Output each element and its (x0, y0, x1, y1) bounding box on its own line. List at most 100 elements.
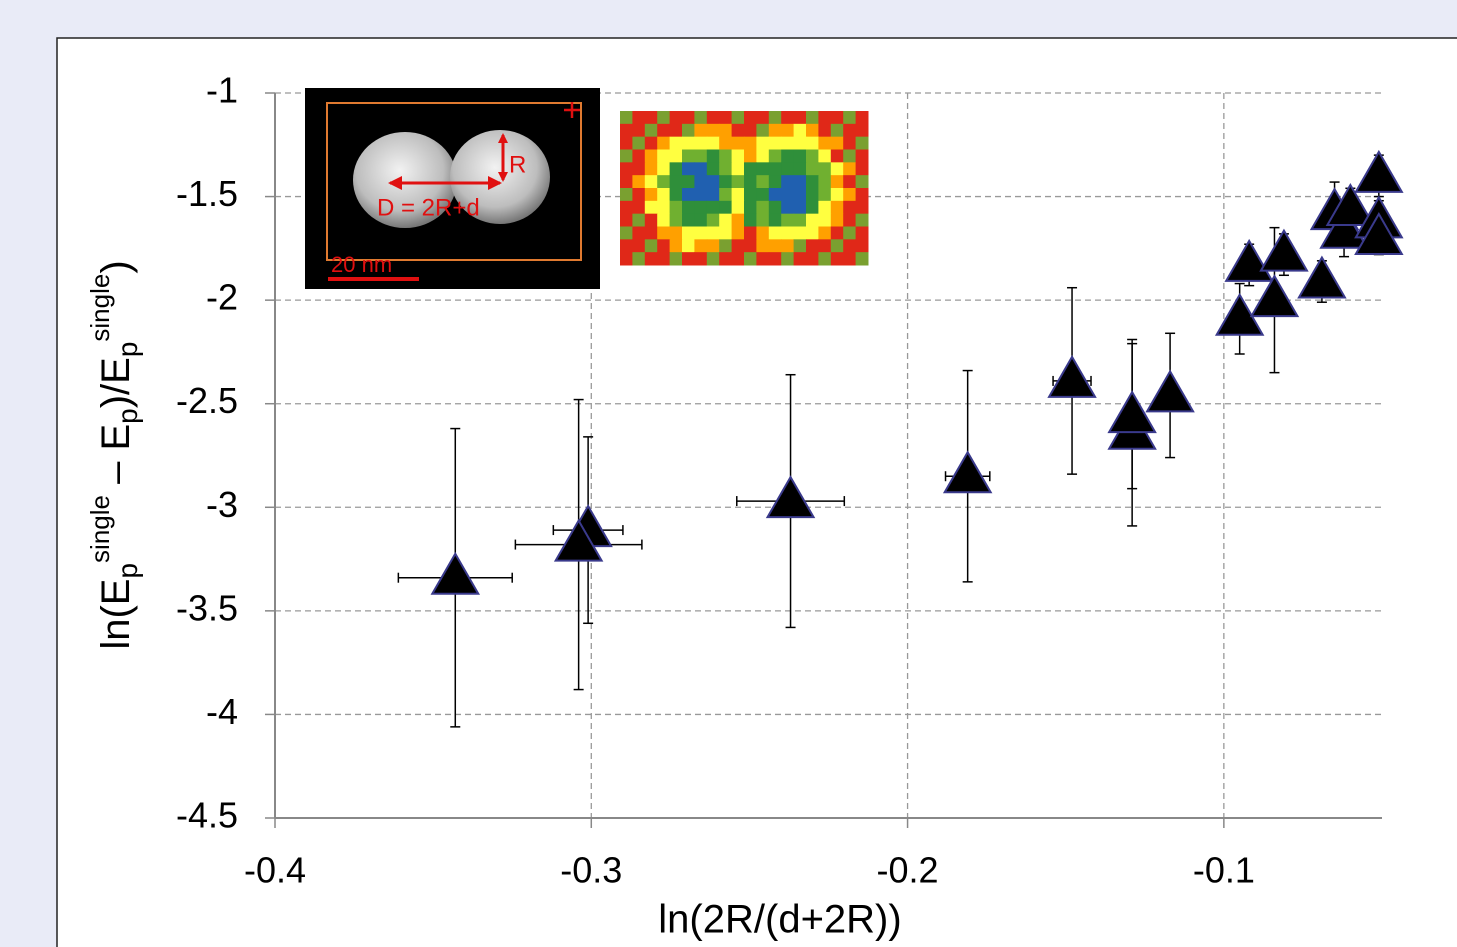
heatmap-cell (855, 188, 869, 202)
heatmap-cell (706, 200, 720, 215)
x-tick-label: -0.3 (560, 850, 622, 891)
heatmap-cell (706, 188, 720, 202)
heatmap-cell (731, 175, 745, 189)
x-tick-label: -0.4 (244, 850, 306, 891)
heatmap-cell (657, 149, 671, 163)
heatmap-cell (818, 226, 832, 240)
heatmap-cell (756, 188, 770, 202)
marker (1354, 149, 1404, 193)
heatmap-cell (830, 239, 844, 253)
y-tick-label: -4.5 (176, 795, 238, 836)
heatmap-cell (719, 162, 733, 176)
heatmap-cell (682, 188, 695, 202)
x-tick-label: -0.2 (877, 850, 939, 891)
heatmap-cell (768, 252, 782, 266)
heatmap-cell (818, 149, 832, 163)
heatmap-cell (632, 162, 646, 176)
heatmap-cell (719, 213, 733, 227)
y-label-part: )/E (94, 357, 138, 408)
heatmap-cell (756, 136, 770, 150)
heatmap-cell (818, 200, 832, 215)
heatmap-cell (719, 111, 733, 125)
heatmap-cell (657, 252, 671, 266)
heatmap-cell (620, 188, 633, 202)
heatmap-cell (694, 175, 708, 189)
heatmap-cell (682, 162, 695, 176)
marker (1354, 211, 1404, 255)
marker (1325, 182, 1376, 226)
heatmap-cell (756, 123, 770, 138)
heatmap-cell (818, 188, 832, 202)
heatmap-cell (855, 162, 869, 176)
heatmap-cell (806, 239, 819, 253)
heatmap-cell (706, 136, 720, 150)
heatmap-cell (694, 252, 708, 266)
heatmap-cell (744, 162, 757, 176)
heatmap-cell (756, 213, 770, 227)
heatmap-cell (620, 111, 633, 125)
heatmap-cell (620, 239, 633, 253)
heatmap-cell (719, 239, 733, 253)
heatmap-cell (855, 123, 869, 138)
heatmap-cell (706, 252, 720, 266)
heatmap-cell (843, 188, 857, 202)
y-label-part: ln(E (94, 579, 138, 650)
heatmap-cell (731, 136, 745, 150)
heatmap-cell (706, 111, 720, 125)
heatmap-cell (830, 213, 844, 227)
heatmap-cell (719, 175, 733, 189)
heatmap-cell (644, 226, 658, 240)
heatmap-cell (669, 162, 683, 176)
heatmap-cell (719, 252, 733, 266)
heatmap-cell (644, 200, 658, 215)
heatmap-cell (855, 111, 869, 125)
heatmap-cell (644, 111, 658, 125)
heatmap-cell (644, 175, 658, 189)
y-tick-label: -3 (206, 484, 238, 525)
heatmap-cell (731, 149, 745, 163)
heatmap-cell (657, 123, 671, 138)
heatmap-cell (706, 226, 720, 240)
heatmap-cell (806, 175, 819, 189)
heatmap-cell (756, 162, 770, 176)
heatmap-cell (793, 188, 807, 202)
heatmap-cell (855, 239, 869, 253)
marker (765, 475, 816, 519)
heatmap-cell (620, 252, 633, 266)
heatmap-cell (806, 136, 819, 150)
heatmap-cell (669, 136, 683, 150)
heatmap-cell (768, 175, 782, 189)
heatmap-cell (793, 213, 807, 227)
heatmap-cell (706, 213, 720, 227)
heatmap-cell (855, 213, 869, 227)
heatmap-cell (793, 252, 807, 266)
heatmap-cell (644, 123, 658, 138)
heatmap-cell (657, 136, 671, 150)
heatmap-cell (657, 226, 671, 240)
marker (1047, 354, 1097, 398)
marker (1297, 255, 1347, 299)
heatmap-cell (768, 200, 782, 215)
heatmap-cell (843, 162, 857, 176)
heatmap-cell (756, 252, 770, 266)
heatmap-cell (706, 162, 720, 176)
heatmap-cell (682, 200, 695, 215)
heatmap-cell (632, 239, 646, 253)
heatmap-cell (731, 111, 745, 125)
heatmap-cell (818, 111, 832, 125)
heatmap-cell (830, 136, 844, 150)
heatmap-cell (756, 239, 770, 253)
heatmap-cell (768, 226, 782, 240)
heatmap-cell (793, 136, 807, 150)
heatmap-cell (694, 123, 708, 138)
y-label-part: p (112, 408, 143, 424)
heatmap-cell (830, 111, 844, 125)
heatmap-cell (694, 111, 708, 125)
heatmap-cell (781, 149, 795, 163)
tem-inset: R D = 2R+d 20 nm (305, 88, 600, 289)
heatmap-cell (818, 123, 832, 138)
heatmap-cell (756, 200, 770, 215)
heatmap-cell (843, 149, 857, 163)
heatmap-cell (806, 111, 819, 125)
heatmap-cell (768, 162, 782, 176)
